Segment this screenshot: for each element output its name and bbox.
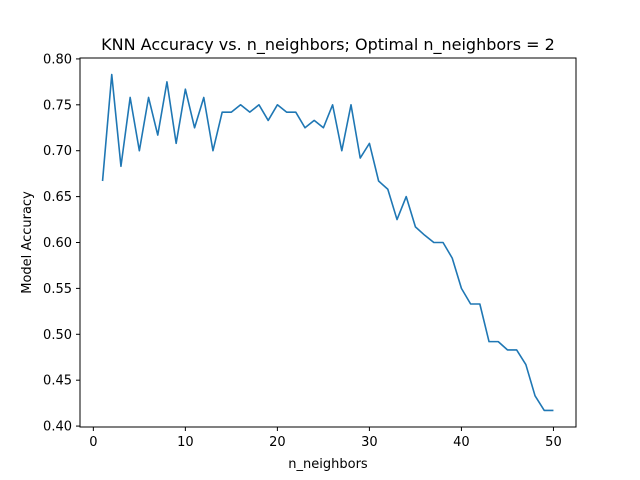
y-tick-label: 0.70 — [43, 144, 72, 159]
x-tick-label: 40 — [453, 435, 470, 450]
x-tick-label: 10 — [177, 435, 194, 450]
accuracy-series-line — [101, 73, 554, 412]
x-tick-label: 20 — [269, 435, 286, 450]
chart-title: KNN Accuracy vs. n_neighbors; Optimal n_… — [101, 35, 555, 55]
y-tick-label: 0.75 — [43, 98, 72, 113]
plot-frame — [79, 57, 577, 428]
y-tick-label: 0.50 — [43, 328, 72, 343]
y-axis-label: Model Accuracy — [20, 191, 35, 294]
y-tick-label: 0.65 — [43, 190, 72, 205]
x-tick-label: 30 — [361, 435, 378, 450]
y-tick-label: 0.55 — [43, 282, 72, 297]
x-axis: 0 10 20 30 40 50 — [89, 427, 562, 450]
y-tick-label: 0.40 — [43, 420, 72, 435]
x-axis-label: n_neighbors — [288, 457, 368, 472]
y-tick-label: 0.80 — [43, 52, 72, 67]
plot-area — [101, 73, 554, 412]
y-tick-label: 0.45 — [43, 374, 72, 389]
x-tick-label: 50 — [545, 435, 562, 450]
x-tick-label: 0 — [89, 435, 97, 450]
y-tick-label: 0.60 — [43, 236, 72, 251]
y-axis: 0.40 0.45 0.50 0.55 0.60 0.65 0.70 0.75 0.80 — [43, 52, 80, 435]
